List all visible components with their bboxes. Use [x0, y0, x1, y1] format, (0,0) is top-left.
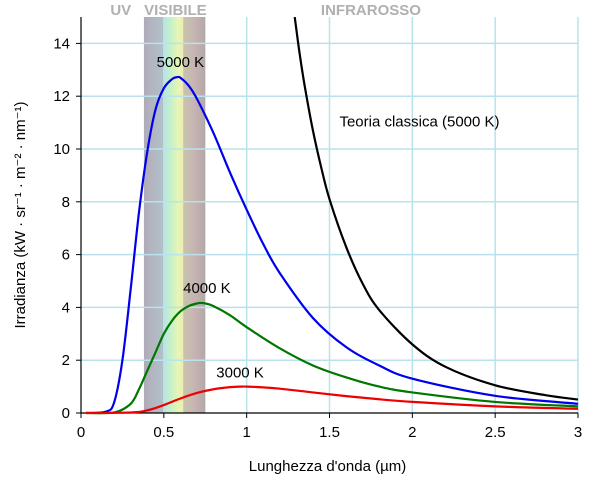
band-label: UV — [110, 2, 131, 19]
x-tick-label: 1.5 — [319, 424, 340, 441]
curve-label: 4000 K — [183, 280, 231, 297]
y-tick-label: 14 — [53, 35, 70, 52]
x-tick-label: 1 — [242, 424, 250, 441]
curve-label: 5000 K — [157, 54, 205, 71]
series-line-0 — [86, 77, 578, 413]
grid-layer — [81, 17, 579, 413]
curve-label: 3000 K — [216, 364, 264, 381]
series-line-1 — [86, 303, 578, 413]
y-tick-label: 10 — [53, 141, 70, 158]
axis-layer: 0 0.5 1 1.5 2 2.5 3 0 2 4 6 8 10 12 14 Lunghezza d'onda… — [12, 17, 582, 475]
band-label: VISIBILE — [144, 2, 207, 19]
y-tick-label: 2 — [62, 352, 70, 369]
x-tick-label: 3 — [574, 424, 582, 441]
series-layer — [86, 17, 578, 413]
visible-band-edge-right — [183, 17, 206, 413]
x-tick-label: 2 — [408, 424, 416, 441]
x-tick-label: 0.5 — [153, 424, 174, 441]
visible-band-edge-left — [143, 17, 164, 413]
curve-label: Teoria classica (5000 K) — [339, 114, 499, 131]
y-tick-label: 12 — [53, 88, 70, 105]
y-tick-label: 8 — [62, 194, 70, 211]
x-tick-label: 2.5 — [485, 424, 506, 441]
y-tick-label: 0 — [62, 405, 70, 422]
y-tick-label: 6 — [62, 247, 70, 264]
band-label: INFRAROSSO — [321, 2, 421, 19]
y-tick-label: 4 — [62, 299, 70, 316]
series-line-3 — [295, 17, 578, 400]
series-line-2 — [86, 387, 578, 413]
x-tick-label: 0 — [77, 424, 85, 441]
y-axis-title: Irradianza (kW · sr⁻¹ · m⁻² · nm⁻¹) — [12, 101, 29, 328]
label-layer: UV VISIBILE INFRAROSSO 5000 K 4000 K 3000 K Te… — [110, 2, 499, 381]
band-layer — [143, 17, 206, 413]
x-axis-title: Lunghezza d'onda (µm) — [249, 458, 406, 475]
